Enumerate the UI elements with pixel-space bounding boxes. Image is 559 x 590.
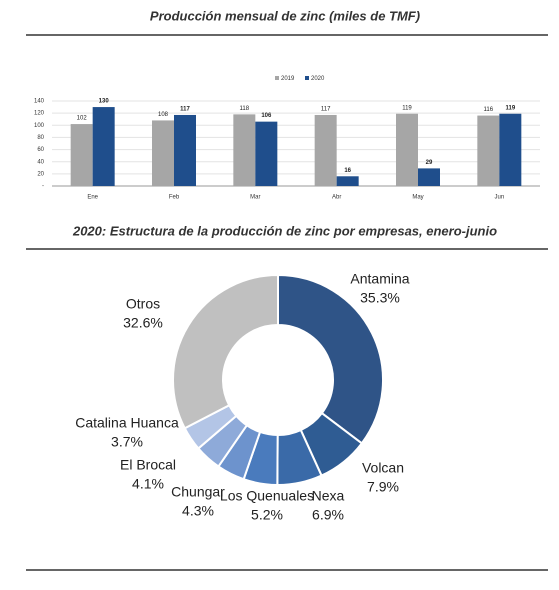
bar <box>233 114 256 186</box>
data-label: 118 <box>240 106 250 112</box>
bar <box>174 114 196 186</box>
slice-label: Chungar <box>171 484 225 500</box>
x-tick-label: May <box>412 195 423 201</box>
bar <box>152 120 174 186</box>
x-tick-label: Ene <box>87 195 98 201</box>
slice-value: 7.9% <box>367 479 399 495</box>
legend-label: 2020 <box>311 76 325 82</box>
donut-slice <box>277 273 384 445</box>
data-label: 116 <box>484 107 494 113</box>
slice-label: Nexa <box>312 488 345 504</box>
bar <box>336 176 359 186</box>
bar <box>477 115 500 186</box>
bar <box>314 114 337 186</box>
x-tick-label: Feb <box>169 195 180 201</box>
data-label: 16 <box>344 168 351 174</box>
legend-swatch <box>275 76 279 80</box>
bar <box>70 124 93 186</box>
data-label: 117 <box>180 107 190 113</box>
legend-label: 2019 <box>281 76 295 82</box>
data-label: 119 <box>402 105 412 111</box>
slice-label: Otros <box>126 296 160 312</box>
bar <box>255 121 278 186</box>
bar <box>92 107 115 186</box>
slice-label: El Brocal <box>120 457 176 473</box>
x-tick-label: Jun <box>494 195 504 201</box>
data-label: 130 <box>99 99 110 105</box>
data-label: 117 <box>321 107 331 113</box>
y-tick-label: 80 <box>37 135 44 141</box>
bar <box>418 168 440 186</box>
slice-value: 3.7% <box>111 434 143 450</box>
donut-slice <box>172 273 279 430</box>
y-tick-label: 40 <box>37 159 44 165</box>
y-tick-label: 20 <box>37 171 44 177</box>
data-label: 108 <box>158 112 169 118</box>
data-label: 29 <box>426 160 433 166</box>
slice-value: 4.1% <box>132 476 164 492</box>
bar <box>499 113 522 186</box>
y-tick-label: 140 <box>34 99 45 105</box>
y-tick-label: 60 <box>37 147 44 153</box>
data-label: 106 <box>261 113 272 119</box>
y-tick-label: - <box>42 184 44 190</box>
slice-label: Volcan <box>362 460 404 476</box>
slice-value: 35.3% <box>360 290 400 306</box>
x-tick-label: Mar <box>250 195 260 201</box>
bar <box>396 113 418 186</box>
data-label: 119 <box>505 105 515 111</box>
section-title: Producción mensual de zinc (miles de TMF… <box>150 8 420 23</box>
section-title: 2020: Estructura de la producción de zin… <box>72 223 497 238</box>
slice-value: 5.2% <box>251 507 283 523</box>
slice-value: 4.3% <box>182 503 214 519</box>
x-tick-label: Abr <box>332 195 341 201</box>
slice-value: 6.9% <box>312 507 344 523</box>
legend-swatch <box>305 76 309 80</box>
slice-label: Antamina <box>350 271 409 287</box>
slice-label: Catalina Huanca <box>75 415 179 431</box>
slice-value: 32.6% <box>123 315 163 331</box>
y-tick-label: 120 <box>34 111 45 117</box>
data-label: 102 <box>77 116 88 122</box>
slice-label: Los Quenuales <box>220 488 314 504</box>
y-tick-label: 100 <box>34 123 45 129</box>
